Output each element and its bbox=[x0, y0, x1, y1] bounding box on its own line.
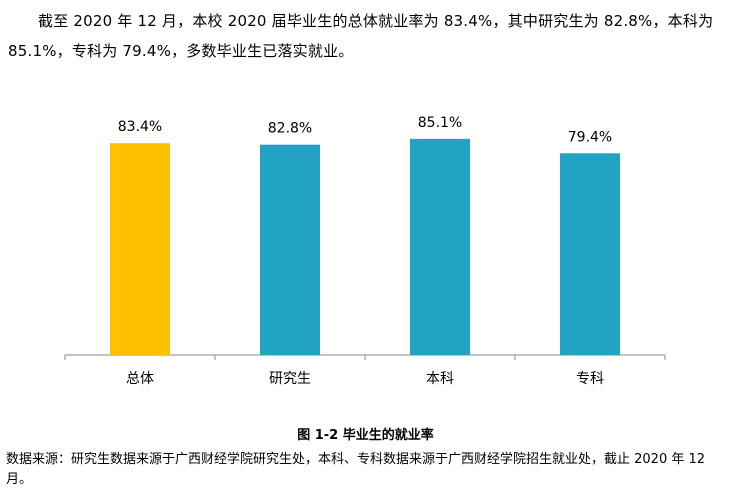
x-tick-label: 专科 bbox=[576, 371, 604, 387]
x-tick-label: 研究生 bbox=[269, 371, 311, 387]
paragraph: 截至 2020 年 12 月，本校 2020 届毕业生的总体就业率为 83.4%… bbox=[8, 12, 714, 60]
source-note: 数据来源：研究生数据来源于广西财经学院研究生处，本科、专科数据来源于广西财经学院… bbox=[6, 452, 706, 487]
data-label: 85.1% bbox=[418, 115, 462, 131]
chart: 总体 83.4% 研究生 82.8% 本科 85.1% 专科 79.4% bbox=[64, 115, 666, 387]
bar bbox=[560, 153, 620, 355]
bar bbox=[260, 144, 320, 355]
x-tick-label: 本科 bbox=[426, 371, 454, 387]
data-label: 79.4% bbox=[568, 129, 612, 145]
x-tick-label: 总体 bbox=[126, 371, 154, 387]
data-label: 83.4% bbox=[118, 119, 162, 135]
bar bbox=[110, 143, 170, 355]
data-label: 82.8% bbox=[268, 121, 312, 137]
figure-caption: 图 1-2 毕业生的就业率 bbox=[297, 428, 434, 443]
bar bbox=[410, 138, 470, 355]
